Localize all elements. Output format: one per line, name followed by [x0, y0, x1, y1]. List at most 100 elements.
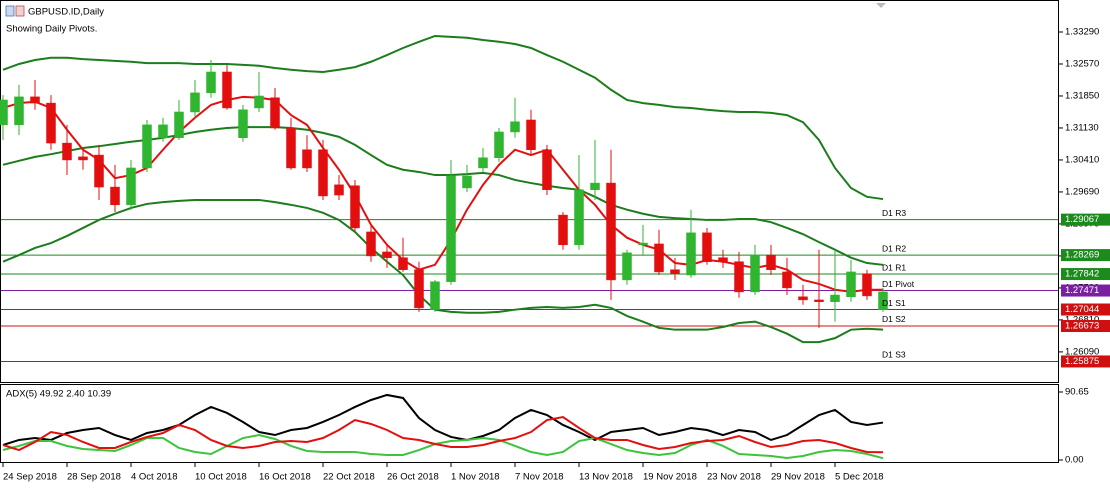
x-tick-label: 29 Nov 2018 — [771, 472, 825, 483]
y-tick-label: 1.26810 — [1065, 314, 1099, 325]
candle-body — [222, 71, 232, 109]
chart-title: GBPUSD.ID,Daily — [28, 7, 104, 18]
x-tick-label: 23 Nov 2018 — [707, 472, 761, 483]
icon-part — [15, 5, 25, 17]
candle-body — [574, 189, 584, 246]
pivot-price-box — [1061, 213, 1110, 226]
adx-line — [2, 433, 884, 460]
candle-body — [606, 182, 616, 281]
candle-body — [782, 271, 792, 289]
pivot-price-box — [1061, 249, 1110, 262]
candle-body — [110, 186, 120, 206]
y-tick-label: 1.29690 — [1065, 186, 1099, 197]
x-tick-label: 10 Oct 2018 — [195, 472, 247, 483]
candle-body — [270, 97, 280, 129]
candle-body — [14, 96, 24, 126]
pivot-price-label: 1.28269 — [1065, 250, 1099, 261]
candle-body — [142, 124, 152, 169]
x-tick-label: 26 Oct 2018 — [387, 472, 439, 483]
candle-body — [462, 175, 472, 189]
candle-body — [286, 127, 296, 169]
pivot-price-label: 1.27044 — [1065, 304, 1099, 315]
pivot-label: D1 S1 — [882, 298, 906, 308]
candle-body — [238, 109, 248, 138]
pivot-label: D1 S2 — [882, 314, 906, 324]
candle-body — [46, 102, 56, 144]
candle-body — [62, 142, 72, 161]
candle-body — [350, 185, 360, 229]
candle-body — [686, 232, 696, 276]
candle-body — [750, 254, 760, 293]
candle-body — [814, 299, 824, 302]
candle-body — [174, 111, 184, 138]
y-tick-label: 1.32570 — [1065, 58, 1099, 69]
candle-body — [654, 243, 664, 273]
candle-body — [94, 154, 104, 188]
candle-body — [862, 273, 872, 297]
pivot-label: D1 R1 — [882, 262, 906, 272]
pivot-label: D1 S3 — [882, 350, 906, 360]
candle-body — [638, 242, 648, 246]
candle-body — [798, 296, 808, 301]
icon-part — [5, 5, 15, 17]
x-tick-label: 24 Sep 2018 — [3, 472, 57, 483]
y-tick-label: 1.26090 — [1065, 346, 1099, 357]
symbol-icon — [5, 5, 25, 17]
candle-body — [878, 291, 888, 310]
candle-body — [0, 99, 8, 126]
candle-body — [430, 281, 440, 310]
pivot-price-label: 1.27842 — [1065, 269, 1099, 280]
indicator-line — [2, 198, 884, 344]
candle-body — [718, 257, 728, 262]
x-tick-label: 28 Sep 2018 — [67, 472, 121, 483]
candle-body — [398, 257, 408, 270]
adx-line — [2, 393, 884, 446]
x-tick-label: 7 Nov 2018 — [515, 472, 564, 483]
pivot-price-label: 1.27471 — [1065, 285, 1099, 296]
pivot-price-box — [1061, 284, 1110, 297]
x-tick-label: 5 Dec 2018 — [835, 472, 884, 483]
x-tick-label: 22 Oct 2018 — [323, 472, 375, 483]
candle-body — [190, 92, 200, 113]
pivot-label: D1 R3 — [882, 208, 906, 218]
y-tick-label: 1.31850 — [1065, 90, 1099, 101]
candle-body — [334, 184, 344, 196]
pivot-price-box — [1061, 319, 1110, 332]
candle-body — [206, 71, 216, 94]
x-tick-label: 13 Nov 2018 — [579, 472, 633, 483]
adx-panel — [0, 384, 1059, 463]
pivot-label: D1 R2 — [882, 243, 906, 253]
candle-body — [830, 294, 840, 302]
main-panel — [0, 0, 1059, 383]
candle-body — [590, 182, 600, 190]
y-tick-label: 1.33290 — [1065, 27, 1099, 38]
y-tick-label: 90.65 — [1065, 387, 1089, 398]
adx-line — [2, 415, 884, 454]
candle-body — [510, 121, 520, 133]
candle-body — [366, 231, 376, 257]
candle-body — [622, 252, 632, 281]
y-tick-label: 1.30410 — [1065, 154, 1099, 165]
candle-body — [542, 149, 552, 190]
pivot-price-box — [1061, 355, 1110, 368]
candle-body — [302, 149, 312, 169]
pivot-price-label: 1.26673 — [1065, 321, 1099, 332]
candle-body — [494, 131, 504, 158]
scroll-marker — [876, 3, 886, 8]
x-tick-label: 19 Nov 2018 — [643, 472, 697, 483]
candle-body — [558, 214, 568, 246]
candle-body — [78, 156, 88, 161]
candle-body — [254, 95, 264, 109]
pivot-price-box — [1061, 303, 1110, 316]
candle-body — [526, 119, 536, 150]
candle-body — [158, 124, 168, 138]
adx-title: ADX(5) 49.92 2.40 10.39 — [6, 389, 111, 400]
x-tick-label: 1 Nov 2018 — [451, 472, 500, 483]
pivot-price-label: 1.25875 — [1065, 356, 1099, 367]
candle-body — [766, 254, 776, 270]
pivot-label: D1 Pivot — [882, 279, 915, 289]
candle-body — [414, 269, 424, 309]
y-tick-label: 1.31130 — [1065, 122, 1099, 133]
